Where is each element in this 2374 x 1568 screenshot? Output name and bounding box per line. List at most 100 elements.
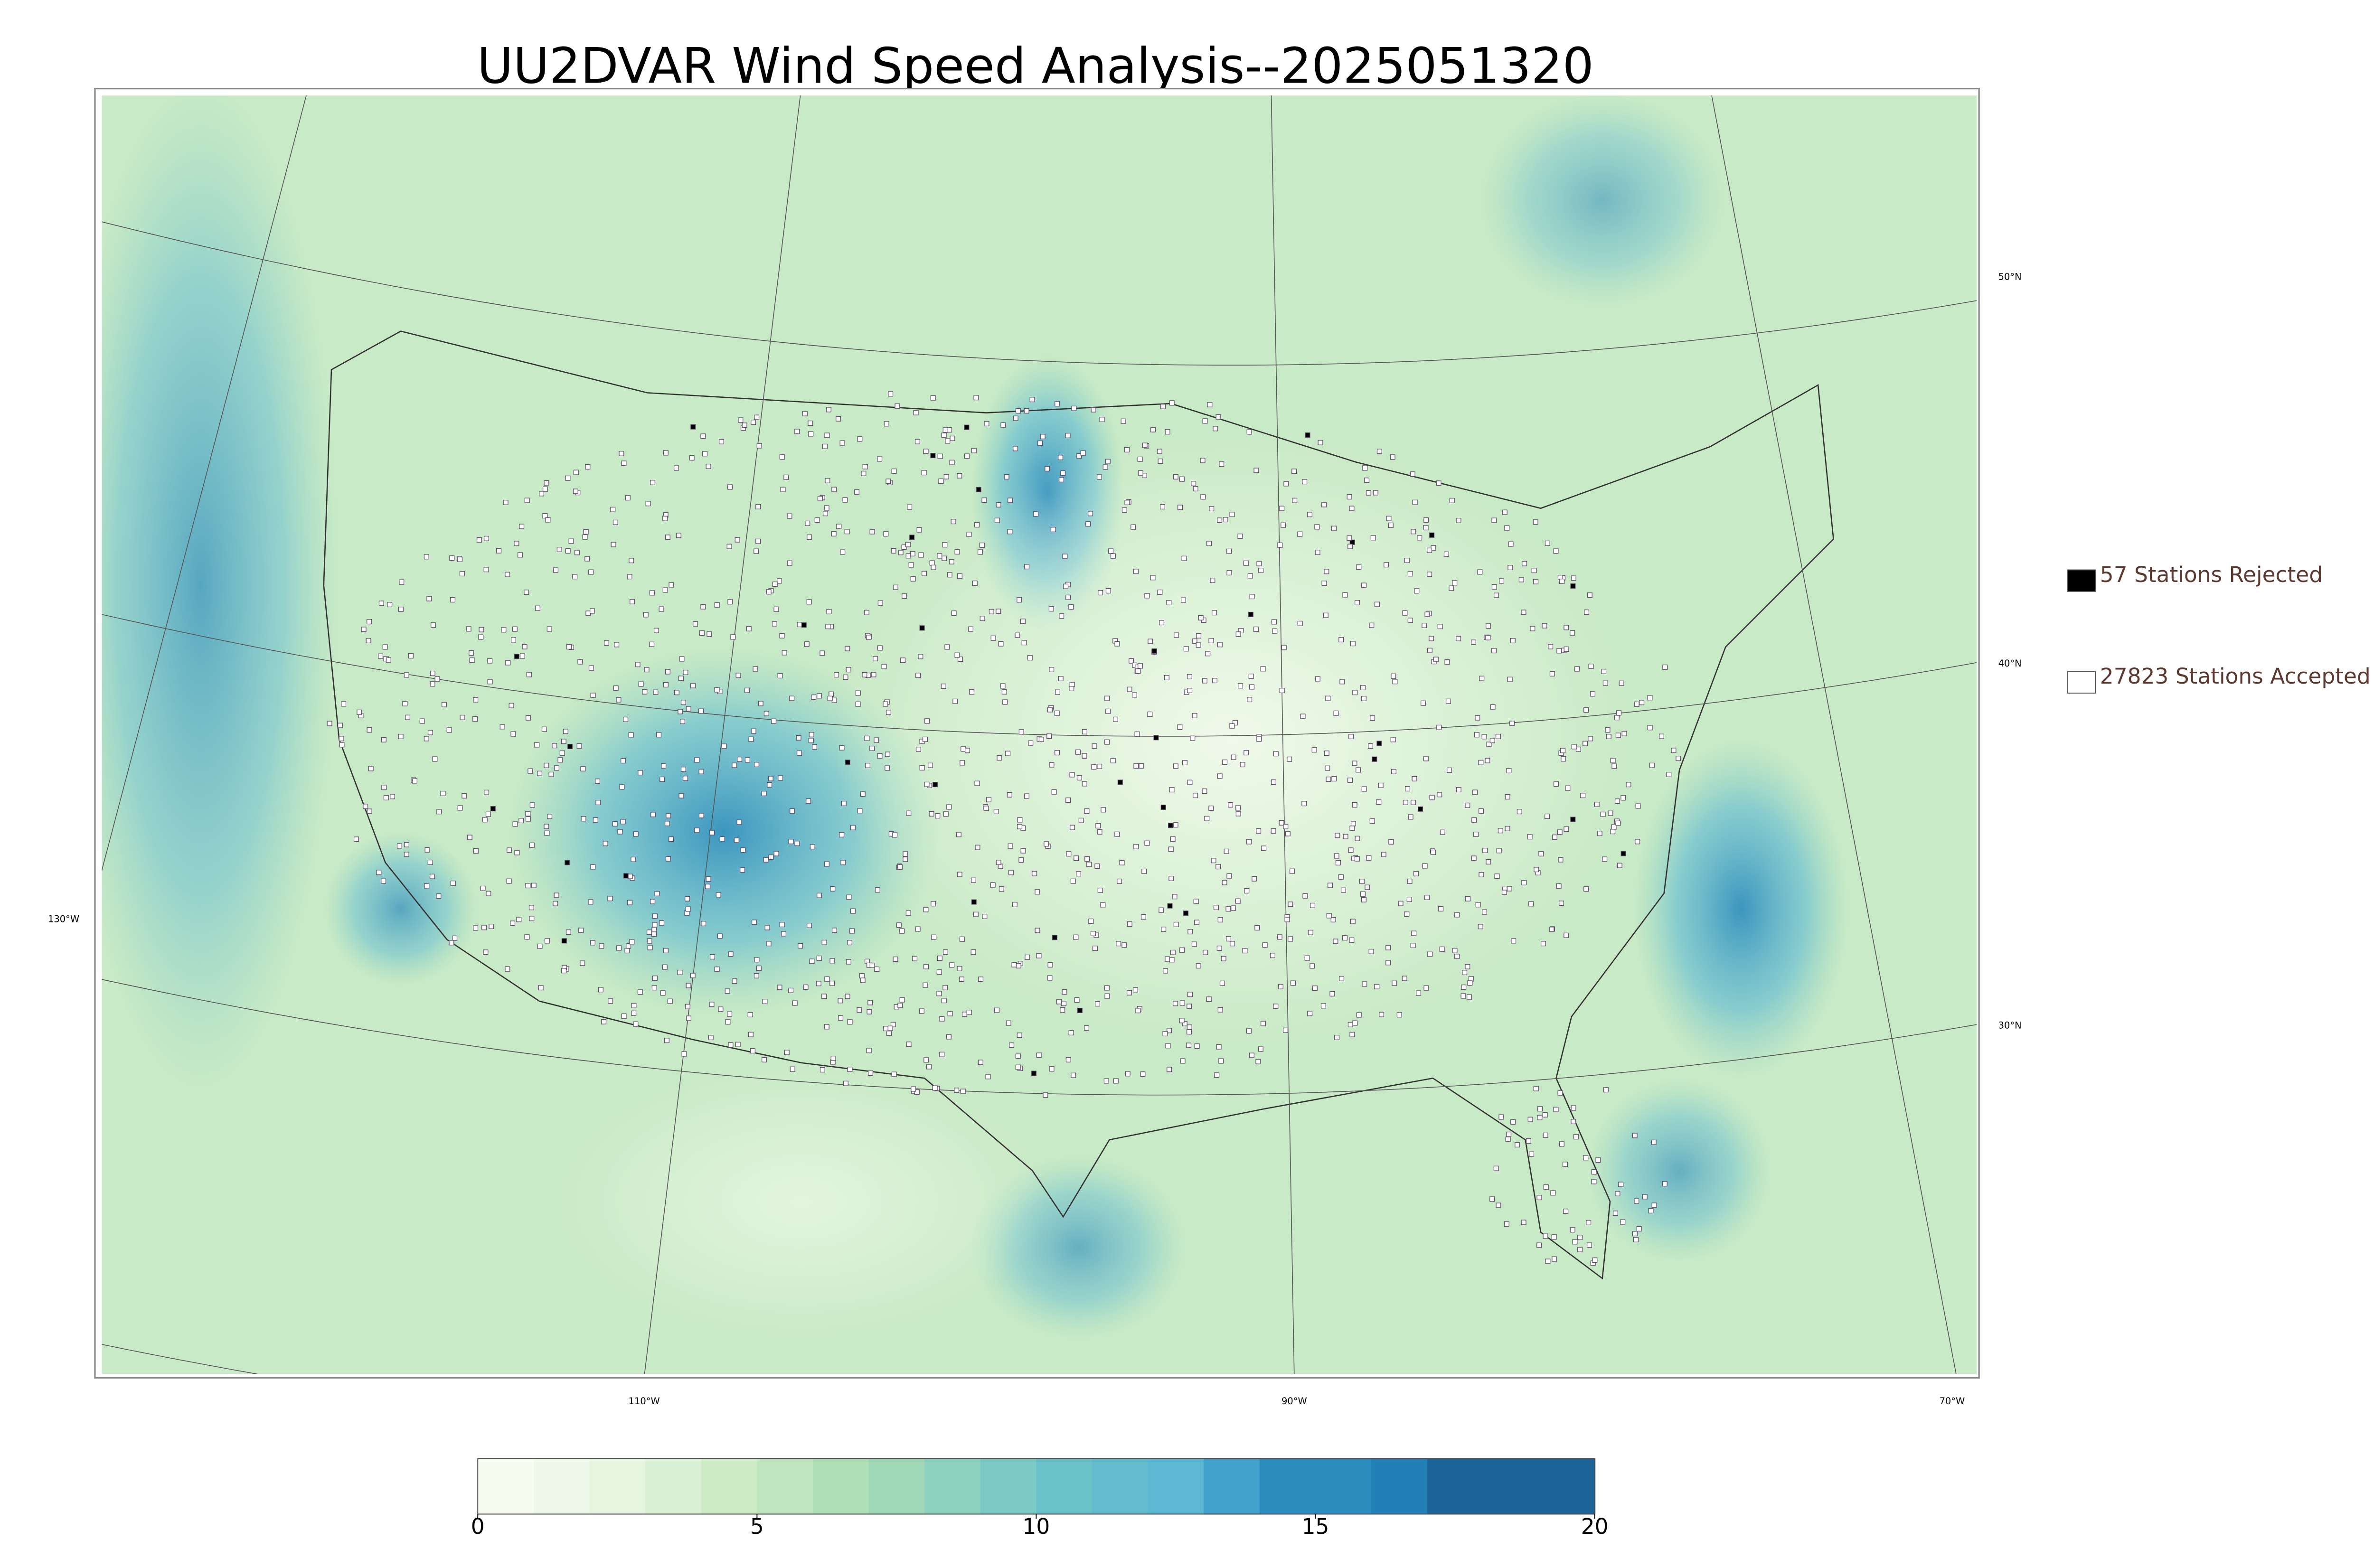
station-marker [1626,782,1631,788]
station-marker [1407,571,1413,577]
station-marker [382,644,388,650]
station-marker [1388,839,1394,845]
station-marker [1060,470,1066,476]
station-marker [1255,1059,1261,1064]
station-marker [1112,716,1118,722]
station-marker [727,599,733,605]
station-marker [1231,905,1236,911]
station-marker [484,789,490,795]
station-marker [1370,715,1375,721]
colorbar-segment [1259,1458,1317,1514]
station-marker [708,1035,714,1041]
station-marker [531,883,537,888]
station-marker [1047,962,1053,967]
station-marker [1407,618,1413,623]
station-marker [1191,481,1196,487]
station-marker [1224,848,1229,854]
station-marker [1288,901,1293,907]
station-marker [824,432,830,438]
station-marker [1084,808,1090,814]
station-marker [738,417,744,423]
station-marker [1597,831,1602,836]
station-marker [836,524,842,529]
station-marker [1262,942,1268,948]
station-marker [647,945,653,950]
station-marker [1005,751,1011,756]
station-marker [871,672,876,677]
station-marker [1437,624,1443,629]
station-marker [367,808,372,814]
station-marker [1570,630,1575,636]
station-marker [1304,955,1310,961]
station-marker [476,537,482,543]
station-marker [1212,678,1217,684]
station-marker [1285,831,1291,836]
station-marker [659,920,665,926]
station-marker [847,1019,853,1025]
station-marker [1479,872,1484,877]
station-marker [1577,1247,1583,1252]
station-marker [638,770,643,776]
station-marker [1159,504,1165,509]
station-marker [1349,1032,1355,1037]
station-marker [1157,590,1163,595]
station-marker [1571,744,1577,750]
station-marker [1127,921,1132,927]
station-marker [1505,794,1510,800]
station-marker [941,432,947,438]
station-marker [1649,762,1655,768]
station-marker [978,976,984,982]
station-marker [930,453,936,459]
station-marker [861,470,867,476]
station-marker [1194,1043,1200,1049]
station-marker [803,984,809,990]
station-marker [1088,918,1094,924]
station-marker [1024,408,1029,413]
station-marker [928,762,933,768]
station-marker [782,650,787,656]
station-marker [404,852,409,857]
station-marker [1025,954,1030,960]
station-marker [1168,823,1174,828]
station-marker [960,1089,966,1094]
station-marker [518,818,524,824]
station-marker [1347,544,1353,549]
station-marker [1368,948,1374,954]
station-marker [1543,1233,1548,1239]
station-marker [824,861,829,867]
station-marker [1381,852,1386,857]
station-marker [1615,820,1621,826]
station-marker [903,851,908,857]
station-marker [1406,897,1412,902]
station-marker [937,956,942,961]
station-marker [563,729,568,734]
station-marker [1104,993,1110,999]
station-marker [1671,748,1677,753]
station-marker [1548,644,1554,649]
station-marker [436,809,442,815]
station-marker [789,695,795,701]
station-marker [1533,1086,1539,1091]
station-marker [685,1004,690,1009]
station-marker [396,843,402,849]
station-marker [1502,509,1507,515]
station-marker [1543,1184,1549,1190]
station-marker [548,771,554,777]
station-marker [573,488,578,494]
graticule-line [102,221,1977,366]
station-marker [808,431,814,437]
station-marker [1379,1012,1385,1017]
station-marker [942,555,947,561]
station-marker [526,672,532,677]
station-marker [709,954,716,960]
station-marker [1413,871,1419,876]
station-marker [790,1066,795,1072]
station-marker [1321,581,1327,586]
colorbar-segment [1371,1458,1428,1514]
station-marker [1071,405,1077,411]
station-marker [1047,975,1053,981]
station-marker [989,609,994,614]
station-marker [1187,687,1193,694]
station-marker [947,572,952,578]
station-marker [726,544,732,549]
